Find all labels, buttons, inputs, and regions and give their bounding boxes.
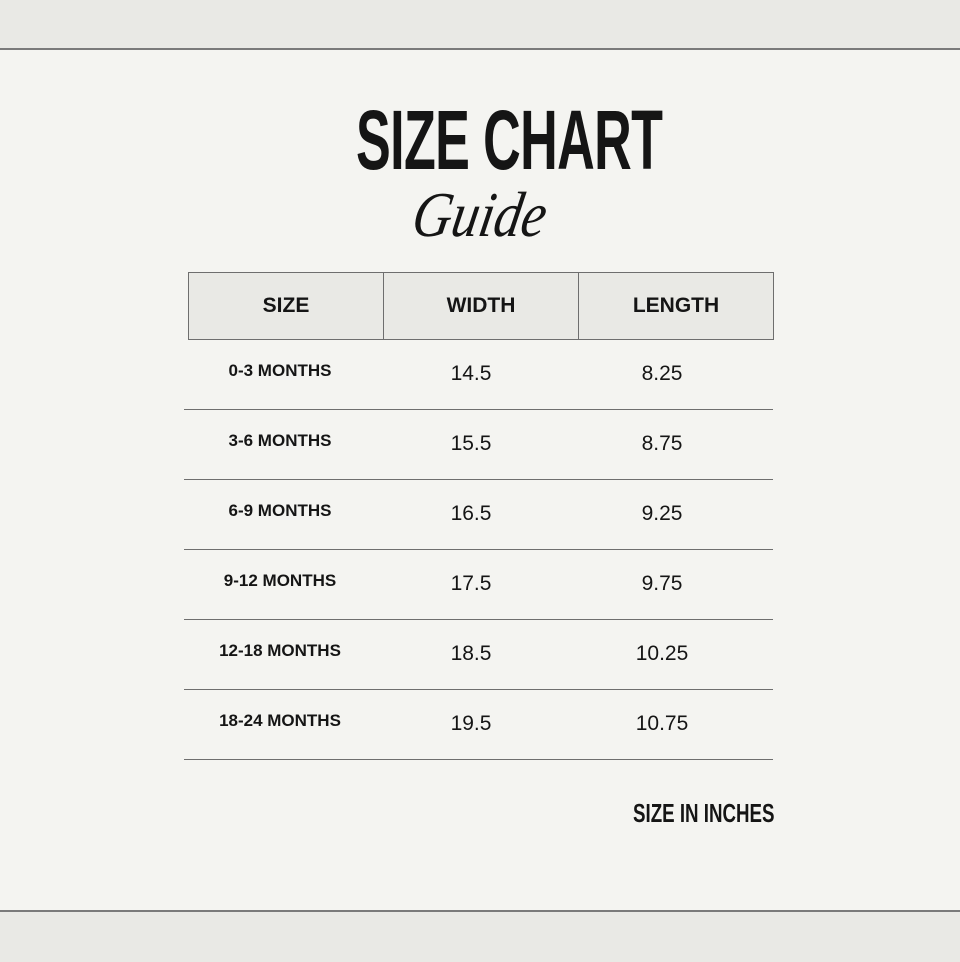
table-header: SIZE WIDTH LENGTH [188, 272, 774, 340]
length-cell: 9.75 [641, 572, 683, 595]
length-cell: 10.25 [635, 642, 689, 665]
width-cell: 16.5 [450, 502, 492, 525]
header-length: LENGTH [578, 273, 773, 339]
length-cell: 9.25 [641, 502, 683, 525]
page-subtitle-script: Guide [407, 179, 553, 250]
header-width: WIDTH [383, 273, 578, 339]
width-cell: 15.5 [450, 432, 492, 455]
table-row: 0-3 MONTHS 14.5 8.25 [184, 339, 773, 410]
units-note: SIZE IN INCHES [632, 798, 774, 828]
bottom-band [0, 910, 960, 962]
table-row: 12-18 MONTHS 18.5 10.25 [184, 619, 773, 690]
size-cell: 0-3 MONTHS [228, 361, 332, 380]
width-cell: 14.5 [450, 362, 492, 385]
size-cell: 6-9 MONTHS [228, 501, 332, 520]
length-cell: 8.75 [641, 432, 683, 455]
top-band [0, 0, 960, 50]
page-title: SIZE CHART [356, 93, 663, 187]
size-cell: 3-6 MONTHS [228, 431, 332, 450]
size-cell: 9-12 MONTHS [223, 571, 337, 590]
table-row: 3-6 MONTHS 15.5 8.75 [184, 409, 773, 480]
table-row: 9-12 MONTHS 17.5 9.75 [184, 549, 773, 620]
table-row: 6-9 MONTHS 16.5 9.25 [184, 479, 773, 550]
header-size: SIZE [262, 294, 310, 317]
size-cell: 18-24 MONTHS [219, 711, 341, 730]
width-cell: 19.5 [450, 712, 492, 735]
width-cell: 17.5 [450, 572, 492, 595]
length-cell: 8.25 [641, 362, 683, 385]
length-cell: 10.75 [635, 712, 689, 735]
table-row: 18-24 MONTHS 19.5 10.75 [184, 689, 773, 760]
size-cell: 12-18 MONTHS [219, 641, 341, 660]
width-cell: 18.5 [450, 642, 492, 665]
